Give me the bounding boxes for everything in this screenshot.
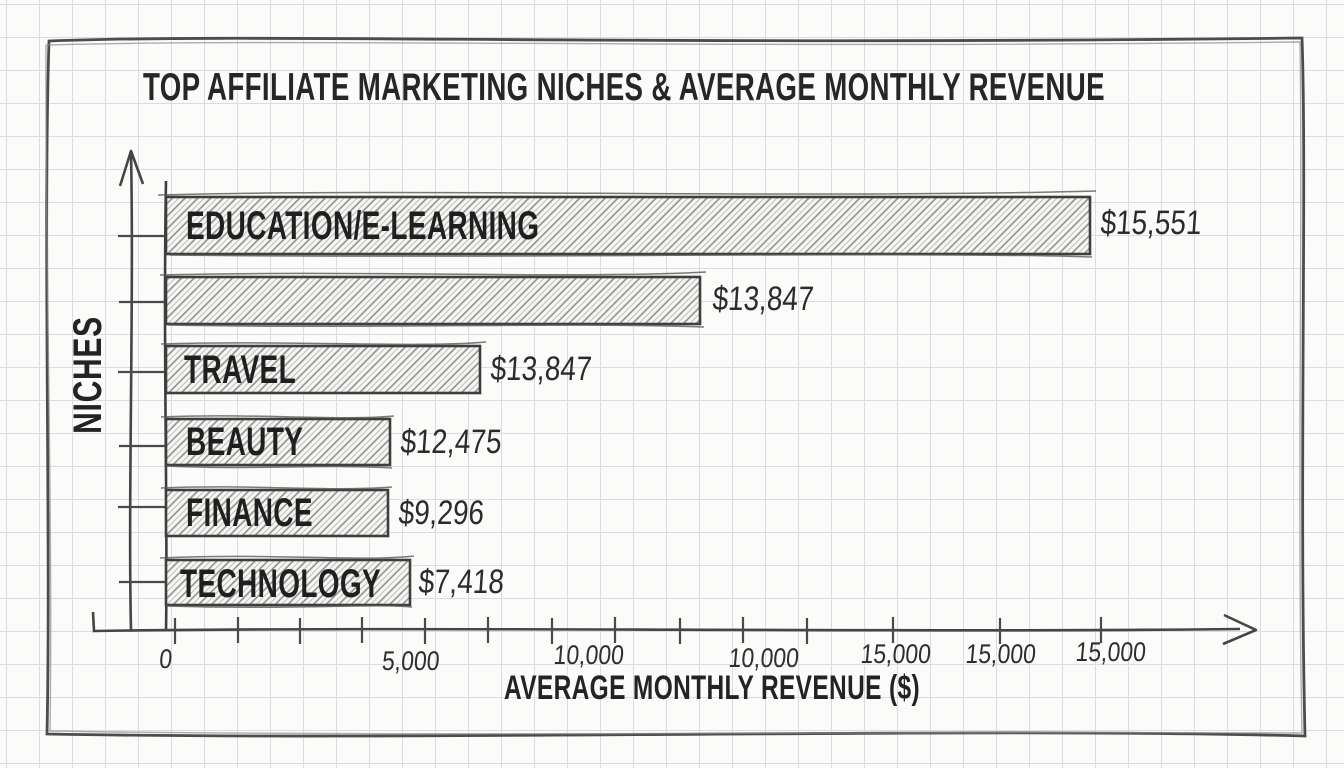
y-axis-label: NICHES (66, 316, 110, 434)
bar-value-travel: $13,847 (489, 350, 593, 388)
chart-title: TOP AFFILIATE MARKETING NICHES & AVERAGE… (143, 66, 1105, 109)
bar-technology (164, 558, 412, 607)
y-axis-ticks (118, 234, 166, 584)
bar-value-unlabeled: $13,847 (711, 280, 815, 318)
bar-label-finance: FINANCE (186, 491, 313, 535)
x-axis-arrowhead-icon (1222, 613, 1258, 646)
bar-value-beauty: $12,475 (399, 423, 503, 461)
bar-value-finance: $9,296 (397, 494, 486, 532)
x-tick-10000-a: 10,000 (552, 640, 626, 670)
frame-border (45, 36, 1307, 738)
bar-travel-overdraw (160, 341, 487, 346)
bar-value-education-elearning: $15,551 (1099, 204, 1203, 242)
bar-label-technology: TECHNOLOGY (180, 562, 382, 606)
bar-travel (164, 344, 482, 395)
x-tick-5000: 5,000 (380, 646, 441, 676)
y-axis-arrowhead-icon (118, 149, 145, 187)
y-axis-line (128, 151, 134, 631)
x-tick-15000-b: 15,000 (964, 639, 1038, 669)
bar-education-overdraw (157, 190, 1097, 258)
bar-education-elearning (164, 195, 1092, 256)
x-tick-15000-a: 15,000 (859, 639, 933, 669)
bar-finance-overdraw (160, 486, 393, 490)
bar-finance (164, 488, 390, 538)
x-tick-10000-b: 10,000 (727, 643, 801, 673)
bar-label-beauty: BEAUTY (186, 420, 304, 464)
bar-label-education-elearning: EDUCATION/E-LEARNING (186, 204, 540, 248)
bar-beauty-overdraw (160, 415, 395, 469)
x-axis-label: AVERAGE MONTHLY REVENUE ($) (504, 669, 920, 707)
bar-beauty (164, 417, 392, 467)
bar-label-travel: TRAVEL (184, 348, 297, 392)
bar-unlabeled-overdraw (159, 271, 707, 328)
x-tick-15000-c: 15,000 (1074, 637, 1148, 667)
x-tick-0: 0 (158, 644, 174, 674)
x-axis-line (91, 611, 1241, 633)
x-axis-ticks (173, 617, 1103, 644)
frame-border-overdraw (45, 41, 1303, 735)
bar-unlabeled (164, 275, 702, 326)
bar-value-technology: $7,418 (417, 563, 506, 601)
bar-technology-overdraw (159, 555, 415, 609)
